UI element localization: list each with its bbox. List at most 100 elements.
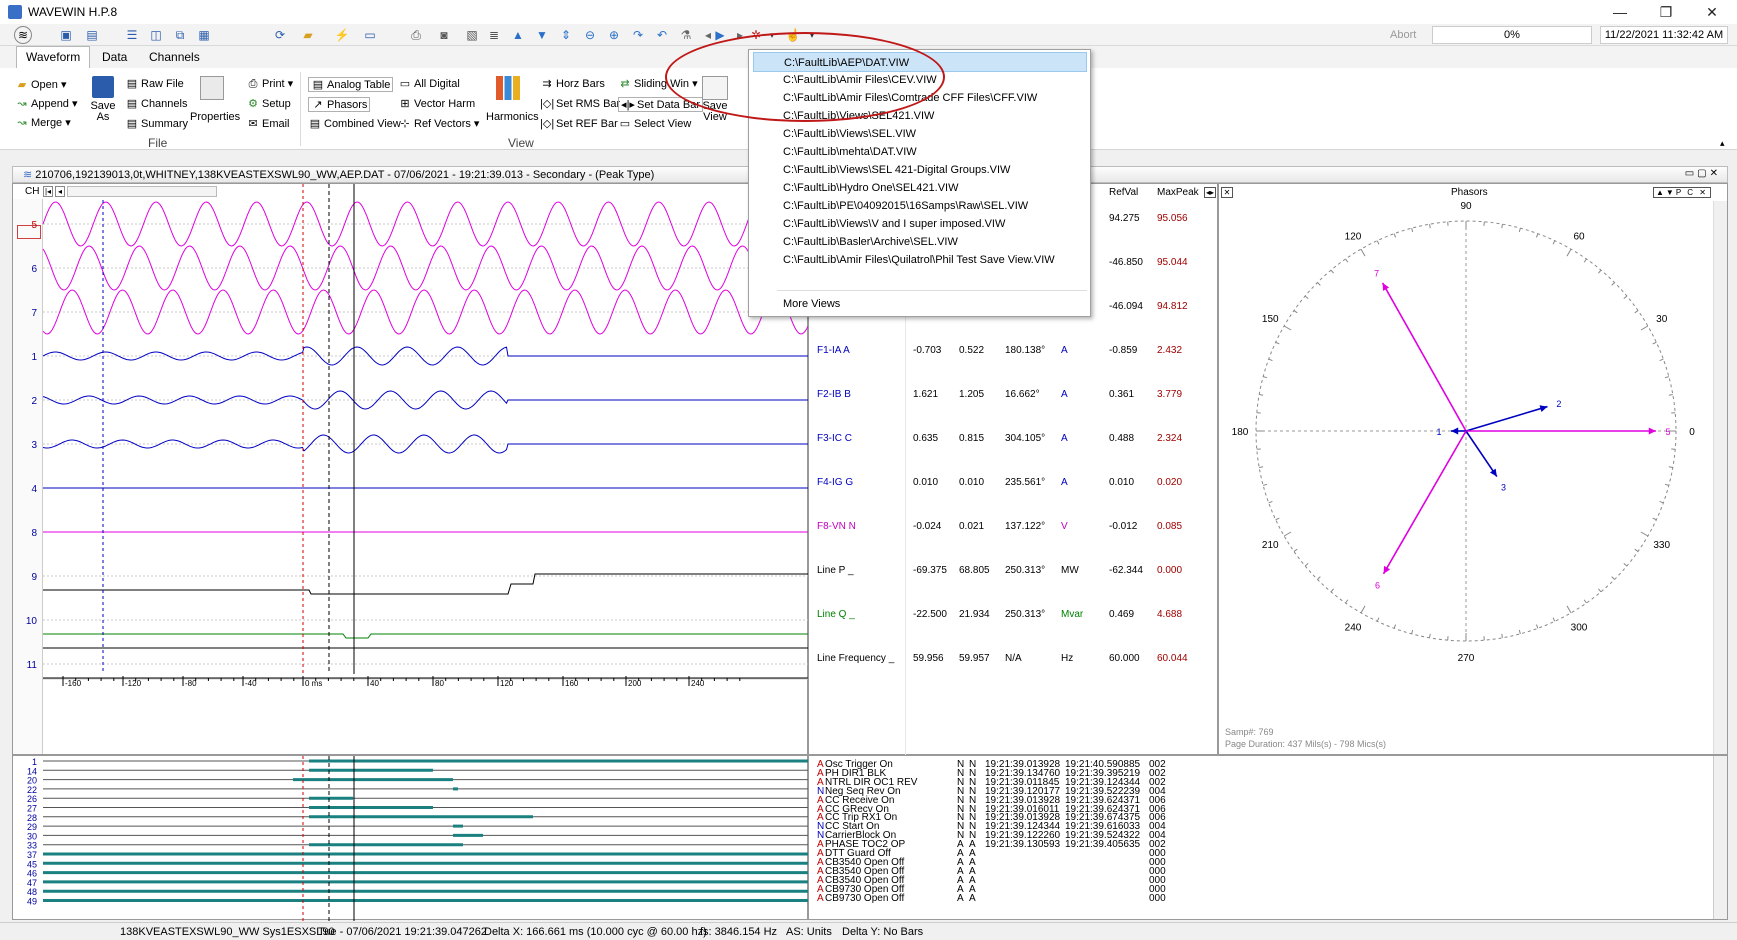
windows-icon[interactable]: ▦ bbox=[198, 28, 210, 42]
scroll-first-button[interactable]: |◂ bbox=[43, 186, 53, 197]
menu-separator bbox=[777, 290, 1087, 291]
folder-icon[interactable]: ▰ bbox=[303, 28, 313, 42]
harmonics-button[interactable]: Harmonics bbox=[486, 111, 539, 123]
set-ref-bar-button[interactable]: |◇| Set REF Bar bbox=[540, 118, 618, 130]
print-button[interactable]: ⎙ Print ▾ bbox=[248, 78, 294, 90]
app-menu-button[interactable]: ≋ bbox=[14, 26, 32, 44]
phasor-tick bbox=[1283, 325, 1292, 331]
digital-t1-cell: 19:21:39.120177 bbox=[985, 785, 1061, 797]
save-as-button[interactable]: Save As bbox=[90, 100, 116, 123]
channels-button[interactable]: ▤ Channels bbox=[126, 98, 188, 110]
phasor-close-left-button[interactable]: ✕ bbox=[1221, 187, 1233, 198]
digital-t2-cell: 19:21:39.624371 bbox=[1065, 803, 1141, 815]
value-v2-cell: 59.957 bbox=[959, 653, 990, 664]
collapse-ribbon-icon[interactable]: ▴ bbox=[1720, 138, 1725, 148]
arrow-updown-icon[interactable]: ⇕ bbox=[560, 28, 572, 42]
phasor-tick bbox=[1659, 358, 1664, 362]
all-digital-button[interactable]: ▭ All Digital bbox=[399, 78, 460, 90]
vector-harm-button[interactable]: ⊞ Vector Harm bbox=[400, 98, 476, 110]
digital-channels-panel[interactable]: 1 14 20 22 26 27 28 29 30 33 37 45 46 47 48 49 bbox=[12, 755, 809, 921]
phasor-tick bbox=[1429, 224, 1431, 229]
waveform-panel[interactable]: CH |◂ ◂ 5 6 7 1 2 3 4 8 9 10 11 -160 -120 -80 -40 0 ms 4… bbox=[12, 183, 809, 755]
phasor-tick bbox=[1259, 466, 1264, 468]
page-icon[interactable]: ▧ bbox=[466, 28, 478, 42]
combined-view-button[interactable]: ▤ Combined View bbox=[309, 118, 401, 130]
tab-channels[interactable]: Channels bbox=[149, 50, 200, 64]
redo-icon[interactable]: ↷ bbox=[632, 28, 644, 42]
digital-b-cell: N bbox=[969, 776, 977, 788]
values-expand-button[interactable]: ◂▸ bbox=[1204, 187, 1216, 198]
phasor-controls[interactable]: ▲▼P C ✕ bbox=[1653, 187, 1711, 198]
tab-data[interactable]: Data bbox=[102, 50, 128, 64]
email-button[interactable]: ✉ Email bbox=[248, 118, 290, 130]
ref-vectors-button[interactable]: ⊹ Ref Vectors ▾ bbox=[400, 118, 480, 130]
minimize-button[interactable]: — bbox=[1613, 4, 1627, 20]
scroll-left-button[interactable]: ◂ bbox=[55, 186, 65, 197]
view-menu-item[interactable]: C:\FaultLib\Amir Files\Quilatrol\Phil Te… bbox=[783, 254, 1055, 266]
open-icon[interactable]: ▣ bbox=[60, 28, 72, 42]
setup-button[interactable]: ⚙ Setup bbox=[248, 98, 291, 110]
view-menu-item[interactable]: C:\FaultLib\Basler\Archive\SEL.VIW bbox=[783, 236, 958, 248]
digital-scrollbar[interactable] bbox=[1713, 756, 1727, 919]
zoom-out-icon[interactable]: ⊖ bbox=[584, 28, 596, 42]
view-menu-item[interactable]: C:\FaultLib\Views\SEL.VIW bbox=[783, 128, 917, 140]
value-ang-cell: 235.561° bbox=[1005, 477, 1046, 488]
maximize-button[interactable]: ❐ bbox=[1659, 4, 1673, 20]
phasor-tick bbox=[1518, 228, 1521, 233]
properties-button[interactable]: Properties bbox=[190, 111, 241, 123]
prev-icon[interactable]: ◂ bbox=[704, 28, 712, 42]
digital-b-cell: N bbox=[969, 759, 977, 770]
raw-file-button[interactable]: ▤ Raw File bbox=[126, 78, 184, 90]
save-icon[interactable]: ▤ bbox=[86, 28, 98, 42]
columns-icon[interactable]: ◫ bbox=[150, 28, 162, 42]
close-button[interactable]: ✕ bbox=[1706, 4, 1718, 20]
undo-icon[interactable]: ↶ bbox=[656, 28, 668, 42]
split-icon[interactable]: ☰ bbox=[126, 28, 138, 42]
horizontal-scrollbar[interactable] bbox=[67, 186, 217, 197]
view-menu-item[interactable]: C:\FaultLib\PE\04092015\16Samps\Raw\SEL.… bbox=[783, 200, 1029, 212]
abort-button[interactable]: Abort bbox=[1390, 29, 1417, 41]
view-menu-item[interactable]: C:\FaultLib\Hydro One\SEL421.VIW bbox=[783, 182, 959, 194]
filter-icon[interactable]: ⚗ bbox=[680, 28, 692, 42]
append-button[interactable]: ↝ Append ▾ bbox=[17, 98, 78, 110]
view-menu-item[interactable]: C:\FaultLib\mehta\DAT.VIW bbox=[783, 146, 917, 158]
set-rms-bar-button[interactable]: |◇| Set RMS Bar bbox=[540, 98, 621, 110]
phasors-button[interactable]: ↗ Phasors bbox=[308, 97, 371, 112]
monitor-icon[interactable]: ▭ bbox=[364, 28, 376, 42]
view-menu-item[interactable]: C:\FaultLib\Views\V and I super imposed.… bbox=[783, 218, 1006, 230]
digital-c-cell: 004 bbox=[1149, 785, 1166, 797]
play-icon[interactable]: ▶ bbox=[715, 28, 725, 42]
view-menu-item[interactable]: C:\FaultLib\Views\SEL 421-Digital Groups… bbox=[783, 164, 1011, 176]
value-v2-cell: 0.010 bbox=[959, 477, 985, 488]
next-icon[interactable]: ▸ bbox=[736, 28, 744, 42]
lightning-icon[interactable]: ⚡ bbox=[334, 28, 350, 42]
analog-table-button[interactable]: ▤ Analog Table bbox=[308, 77, 394, 92]
digital-name-cell: CB3540 Open Off bbox=[825, 874, 905, 886]
arrow-down-icon[interactable]: ▼ bbox=[536, 28, 548, 42]
arrow-up-icon[interactable]: ▲ bbox=[512, 28, 524, 42]
tab-waveform[interactable]: Waveform bbox=[16, 46, 91, 68]
document-window-controls[interactable]: ▭▢✕ bbox=[1684, 168, 1721, 179]
select-view-button[interactable]: ▭ Select View bbox=[619, 118, 692, 130]
phasor-scrollbar[interactable] bbox=[1713, 201, 1727, 754]
open-button[interactable]: ▰ Open ▾ bbox=[17, 79, 67, 91]
more-views-item[interactable]: More Views bbox=[783, 298, 841, 310]
digital-name-cell: DTT Guard Off bbox=[825, 848, 891, 859]
refresh-icon[interactable]: ⟳ bbox=[274, 28, 286, 42]
digital-name-cell: CB3540 Open Off bbox=[825, 856, 905, 868]
phasor-tick bbox=[1330, 588, 1334, 593]
zoom-in-icon[interactable]: ⊕ bbox=[608, 28, 620, 42]
merge-button[interactable]: ↝ Merge ▾ bbox=[17, 117, 71, 129]
value-max-cell: 95.044 bbox=[1157, 257, 1188, 268]
phasor-tick bbox=[1659, 500, 1664, 504]
cascade-icon[interactable]: ⧉ bbox=[175, 28, 185, 42]
digital-t-cell: A bbox=[817, 776, 824, 788]
print-icon[interactable]: ⎙ bbox=[411, 28, 421, 42]
digital-t2-cell: 19:21:39.674375 bbox=[1065, 812, 1141, 824]
preview-icon[interactable]: ◙ bbox=[440, 28, 448, 42]
list-icon[interactable]: ≣ bbox=[488, 28, 500, 42]
summary-button[interactable]: ▤ Summary bbox=[126, 118, 189, 130]
selected-channel-marker bbox=[17, 225, 41, 239]
horz-bars-button[interactable]: ⇉ Horz Bars bbox=[542, 78, 605, 90]
digital-t1-cell: 19:21:39.013928 bbox=[985, 759, 1061, 770]
